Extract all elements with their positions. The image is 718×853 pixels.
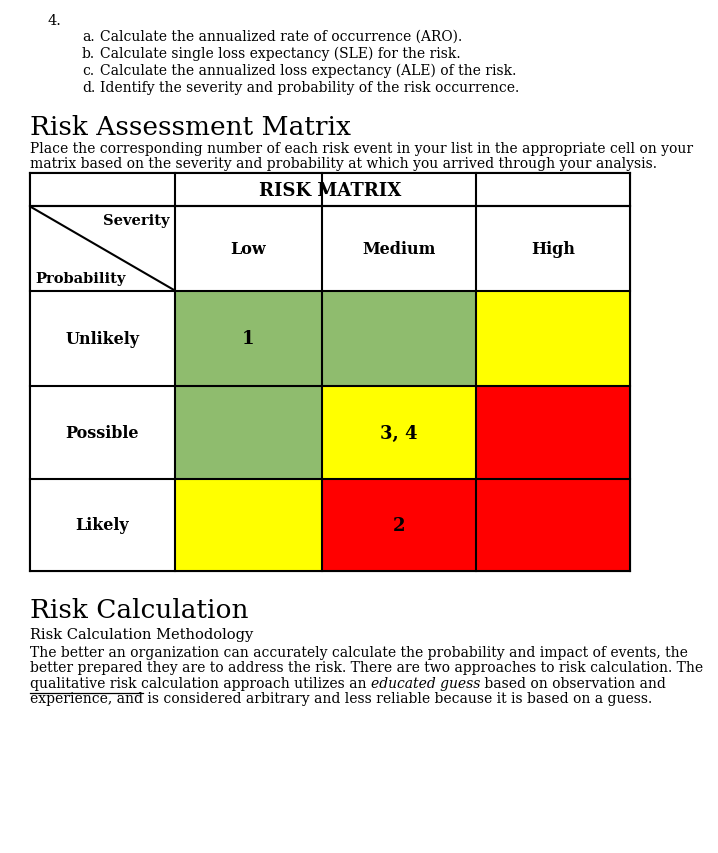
Text: Calculate the annualized loss expectancy (ALE) of the risk.: Calculate the annualized loss expectancy… <box>100 64 516 78</box>
Text: experience, and: experience, and <box>30 692 143 705</box>
Bar <box>322 479 476 572</box>
Bar <box>30 292 175 386</box>
Text: Calculate single loss expectancy (SLE) for the risk.: Calculate single loss expectancy (SLE) f… <box>100 47 461 61</box>
Text: High: High <box>531 241 575 258</box>
Text: educated guess: educated guess <box>371 676 480 690</box>
Bar <box>30 174 630 206</box>
Text: b.: b. <box>82 47 95 61</box>
Text: 2: 2 <box>393 516 405 534</box>
Text: Place the corresponding number of each risk event in your list in the appropriat: Place the corresponding number of each r… <box>30 142 693 156</box>
Text: 4.: 4. <box>47 14 61 28</box>
Text: Risk Calculation Methodology: Risk Calculation Methodology <box>30 627 253 641</box>
Text: 1: 1 <box>242 330 255 348</box>
Bar <box>175 292 322 386</box>
Bar <box>175 386 322 479</box>
Bar <box>476 292 630 386</box>
Text: 3, 4: 3, 4 <box>381 424 418 442</box>
Text: Possible: Possible <box>66 425 139 442</box>
Text: Risk Assessment Matrix: Risk Assessment Matrix <box>30 115 351 140</box>
Bar <box>322 292 476 386</box>
Text: based on observation and: based on observation and <box>480 676 666 690</box>
Bar <box>30 206 630 292</box>
Bar <box>30 386 175 479</box>
Text: Calculate the annualized rate of occurrence (ARO).: Calculate the annualized rate of occurre… <box>100 30 462 44</box>
Text: Identify the severity and probability of the risk occurrence.: Identify the severity and probability of… <box>100 81 519 95</box>
Text: a.: a. <box>82 30 95 44</box>
Text: Unlikely: Unlikely <box>65 331 139 347</box>
Bar <box>476 386 630 479</box>
Text: Medium: Medium <box>363 241 436 258</box>
Bar <box>476 479 630 572</box>
Bar <box>322 386 476 479</box>
Text: better prepared they are to address the risk. There are two approaches to risk c: better prepared they are to address the … <box>30 661 703 675</box>
Bar <box>30 479 175 572</box>
Text: qualitative risk calculation approach utilizes an: qualitative risk calculation approach ut… <box>30 676 371 690</box>
Text: Severity: Severity <box>103 214 169 228</box>
Bar <box>175 479 322 572</box>
Text: is considered arbitrary and less reliable because it is based on a guess.: is considered arbitrary and less reliabl… <box>143 692 652 705</box>
Text: Risk Calculation: Risk Calculation <box>30 597 248 623</box>
Text: Low: Low <box>230 241 266 258</box>
Text: matrix based on the severity and probability at which you arrived through your a: matrix based on the severity and probabi… <box>30 157 657 171</box>
Text: d.: d. <box>82 81 95 95</box>
Text: Probability: Probability <box>35 272 126 286</box>
Text: RISK MATRIX: RISK MATRIX <box>258 182 401 200</box>
Text: Likely: Likely <box>75 517 129 534</box>
Text: c.: c. <box>82 64 94 78</box>
Text: The better an organization can accurately calculate the probability and impact o: The better an organization can accuratel… <box>30 645 688 659</box>
Bar <box>30 174 630 572</box>
